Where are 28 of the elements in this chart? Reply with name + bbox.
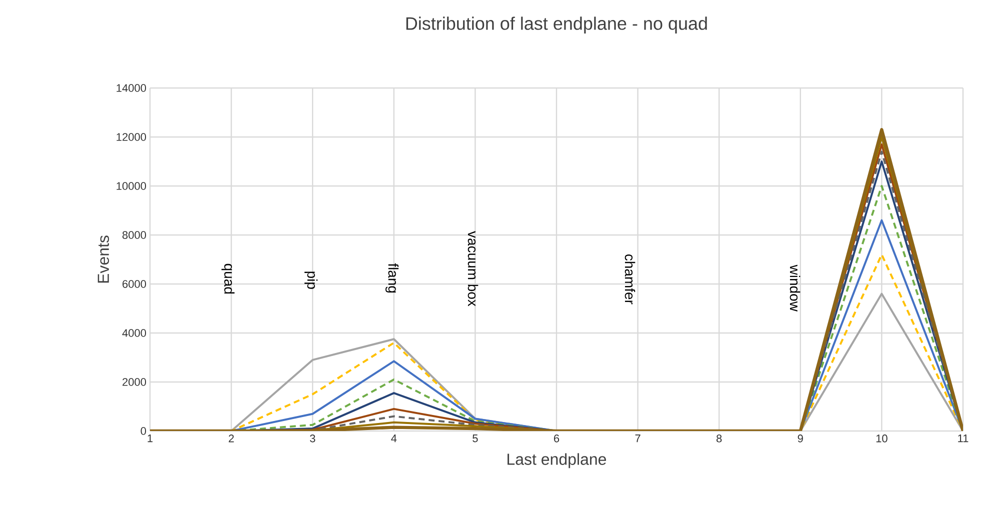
y-tick-label: 14000: [116, 84, 146, 92]
x-tick-label: 7: [635, 434, 640, 442]
x-tick-label: 3: [310, 434, 316, 442]
annotation: quad: [221, 264, 235, 294]
x-tick-label: 6: [554, 434, 560, 442]
x-tick-label: 8: [716, 434, 722, 442]
chart-title: Distribution of last endplane - no quad: [406, 16, 707, 34]
x-tick-label: 1: [148, 434, 153, 442]
annotation: vacuum box: [468, 231, 478, 306]
x-tick-label: 5: [472, 434, 478, 442]
x-tick-label: 9: [798, 434, 803, 442]
y-axis-title: Events: [98, 236, 110, 283]
y-tick-label: 8000: [122, 231, 146, 239]
x-tick-label: 11: [958, 434, 968, 442]
y-tick-label: 2000: [122, 378, 146, 386]
y-tick-label: 4000: [122, 329, 146, 337]
y-tick-label: 0: [140, 427, 146, 435]
annotation: flang: [385, 263, 399, 293]
annotation: chamfer: [624, 254, 636, 304]
annotation: pip: [304, 272, 318, 289]
y-tick-label: 10000: [116, 182, 146, 190]
y-tick-label: 12000: [116, 133, 146, 141]
y-tick-label: 6000: [122, 280, 146, 288]
x-axis-title: Last endplane: [508, 453, 606, 468]
x-tick-label: 4: [391, 434, 397, 442]
x-tick-label: 2: [228, 434, 234, 442]
x-tick-label: 10: [876, 434, 888, 442]
annotation: window: [790, 264, 800, 312]
